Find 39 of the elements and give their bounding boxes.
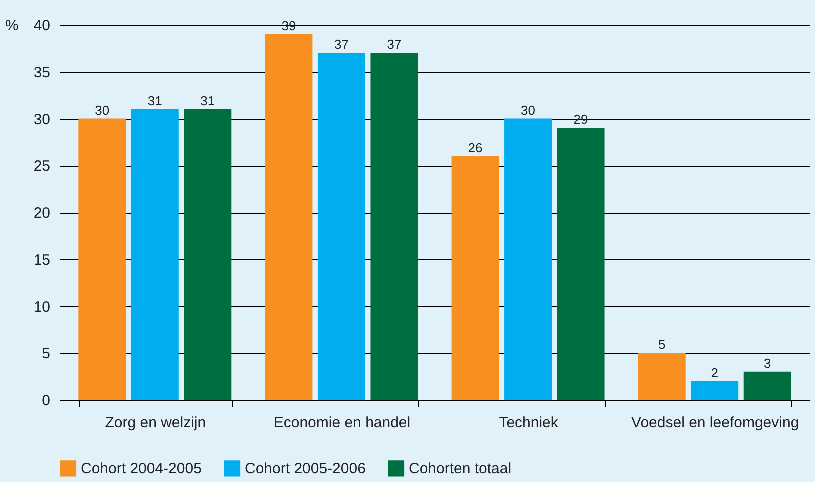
y-tick-label: 40	[34, 18, 50, 34]
legend-label: Cohort 2005-2006	[245, 460, 366, 478]
x-tick-label: Economie en handel	[274, 414, 411, 432]
data-label: 37	[334, 37, 349, 52]
y-tick-label: 25	[34, 158, 50, 176]
data-label: 30	[95, 102, 110, 118]
bar	[265, 34, 313, 400]
bar	[504, 118, 552, 400]
y-tick-label: 15	[34, 252, 50, 269]
bar	[638, 353, 686, 400]
bar	[78, 118, 126, 400]
data-label: 31	[200, 93, 216, 108]
x-tick-label: Voedsel en leefomgeving	[632, 414, 800, 432]
data-label: 37	[387, 37, 402, 52]
legend-label: Cohort 2004-2005	[81, 460, 202, 478]
bar	[744, 372, 792, 400]
x-tick-label: Zorg en welzijn	[105, 414, 206, 432]
data-label: 2	[711, 365, 718, 380]
bar	[318, 53, 366, 400]
y-tick-label: 10	[34, 298, 50, 316]
x-tick-label: Techniek	[499, 414, 559, 432]
y-tick-label: 0	[42, 392, 50, 410]
data-label: 3	[764, 356, 772, 371]
bar	[557, 128, 605, 400]
data-label: 26	[468, 140, 483, 156]
y-tick-label: 5	[42, 346, 50, 363]
bar	[452, 156, 500, 400]
bar	[691, 381, 739, 400]
y-tick-label: 35	[34, 64, 50, 82]
bar	[131, 109, 179, 400]
data-label: 30	[521, 102, 536, 118]
legend-label: Cohorten totaal	[409, 460, 512, 478]
data-label: 31	[148, 93, 162, 108]
y-axis-title: %	[6, 18, 19, 34]
bar	[370, 53, 418, 400]
bar	[184, 109, 232, 400]
y-tick-label: 20	[34, 205, 50, 222]
y-tick-label: 30	[34, 111, 50, 128]
data-label: 5	[658, 337, 666, 352]
